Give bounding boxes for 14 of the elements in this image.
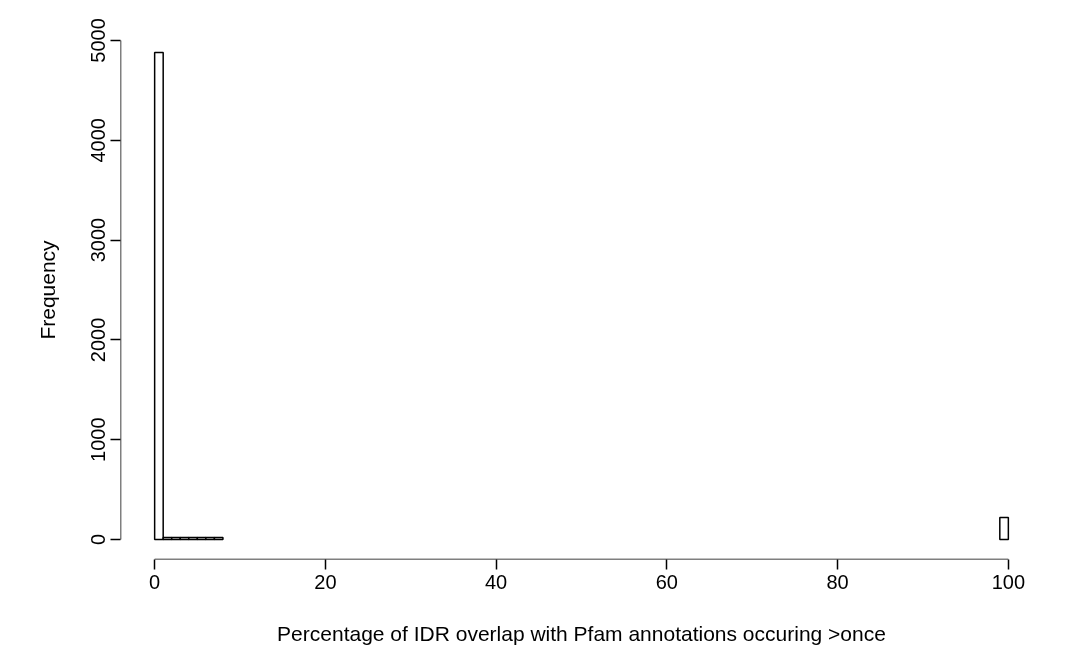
y-axis-title: Frequency xyxy=(35,239,59,340)
y-tick-label: 5000 xyxy=(87,18,110,63)
y-tick-label: 0 xyxy=(87,533,110,546)
x-axis-title: Percentage of IDR overlap with Pfam annotations occuring >once xyxy=(277,621,886,645)
y-tick-label: 3000 xyxy=(87,217,110,263)
x-tick-label: 60 xyxy=(655,570,678,593)
x-tick-label: 0 xyxy=(149,570,161,593)
y-tick-label: 2000 xyxy=(87,317,110,363)
y-tick-label: 1000 xyxy=(87,417,110,462)
x-tick-label: 80 xyxy=(826,570,849,593)
x-tick-label: 40 xyxy=(485,570,508,593)
y-tick-label: 4000 xyxy=(87,118,110,163)
x-tick-label: 100 xyxy=(991,570,1026,593)
x-tick-label: 20 xyxy=(314,570,337,593)
